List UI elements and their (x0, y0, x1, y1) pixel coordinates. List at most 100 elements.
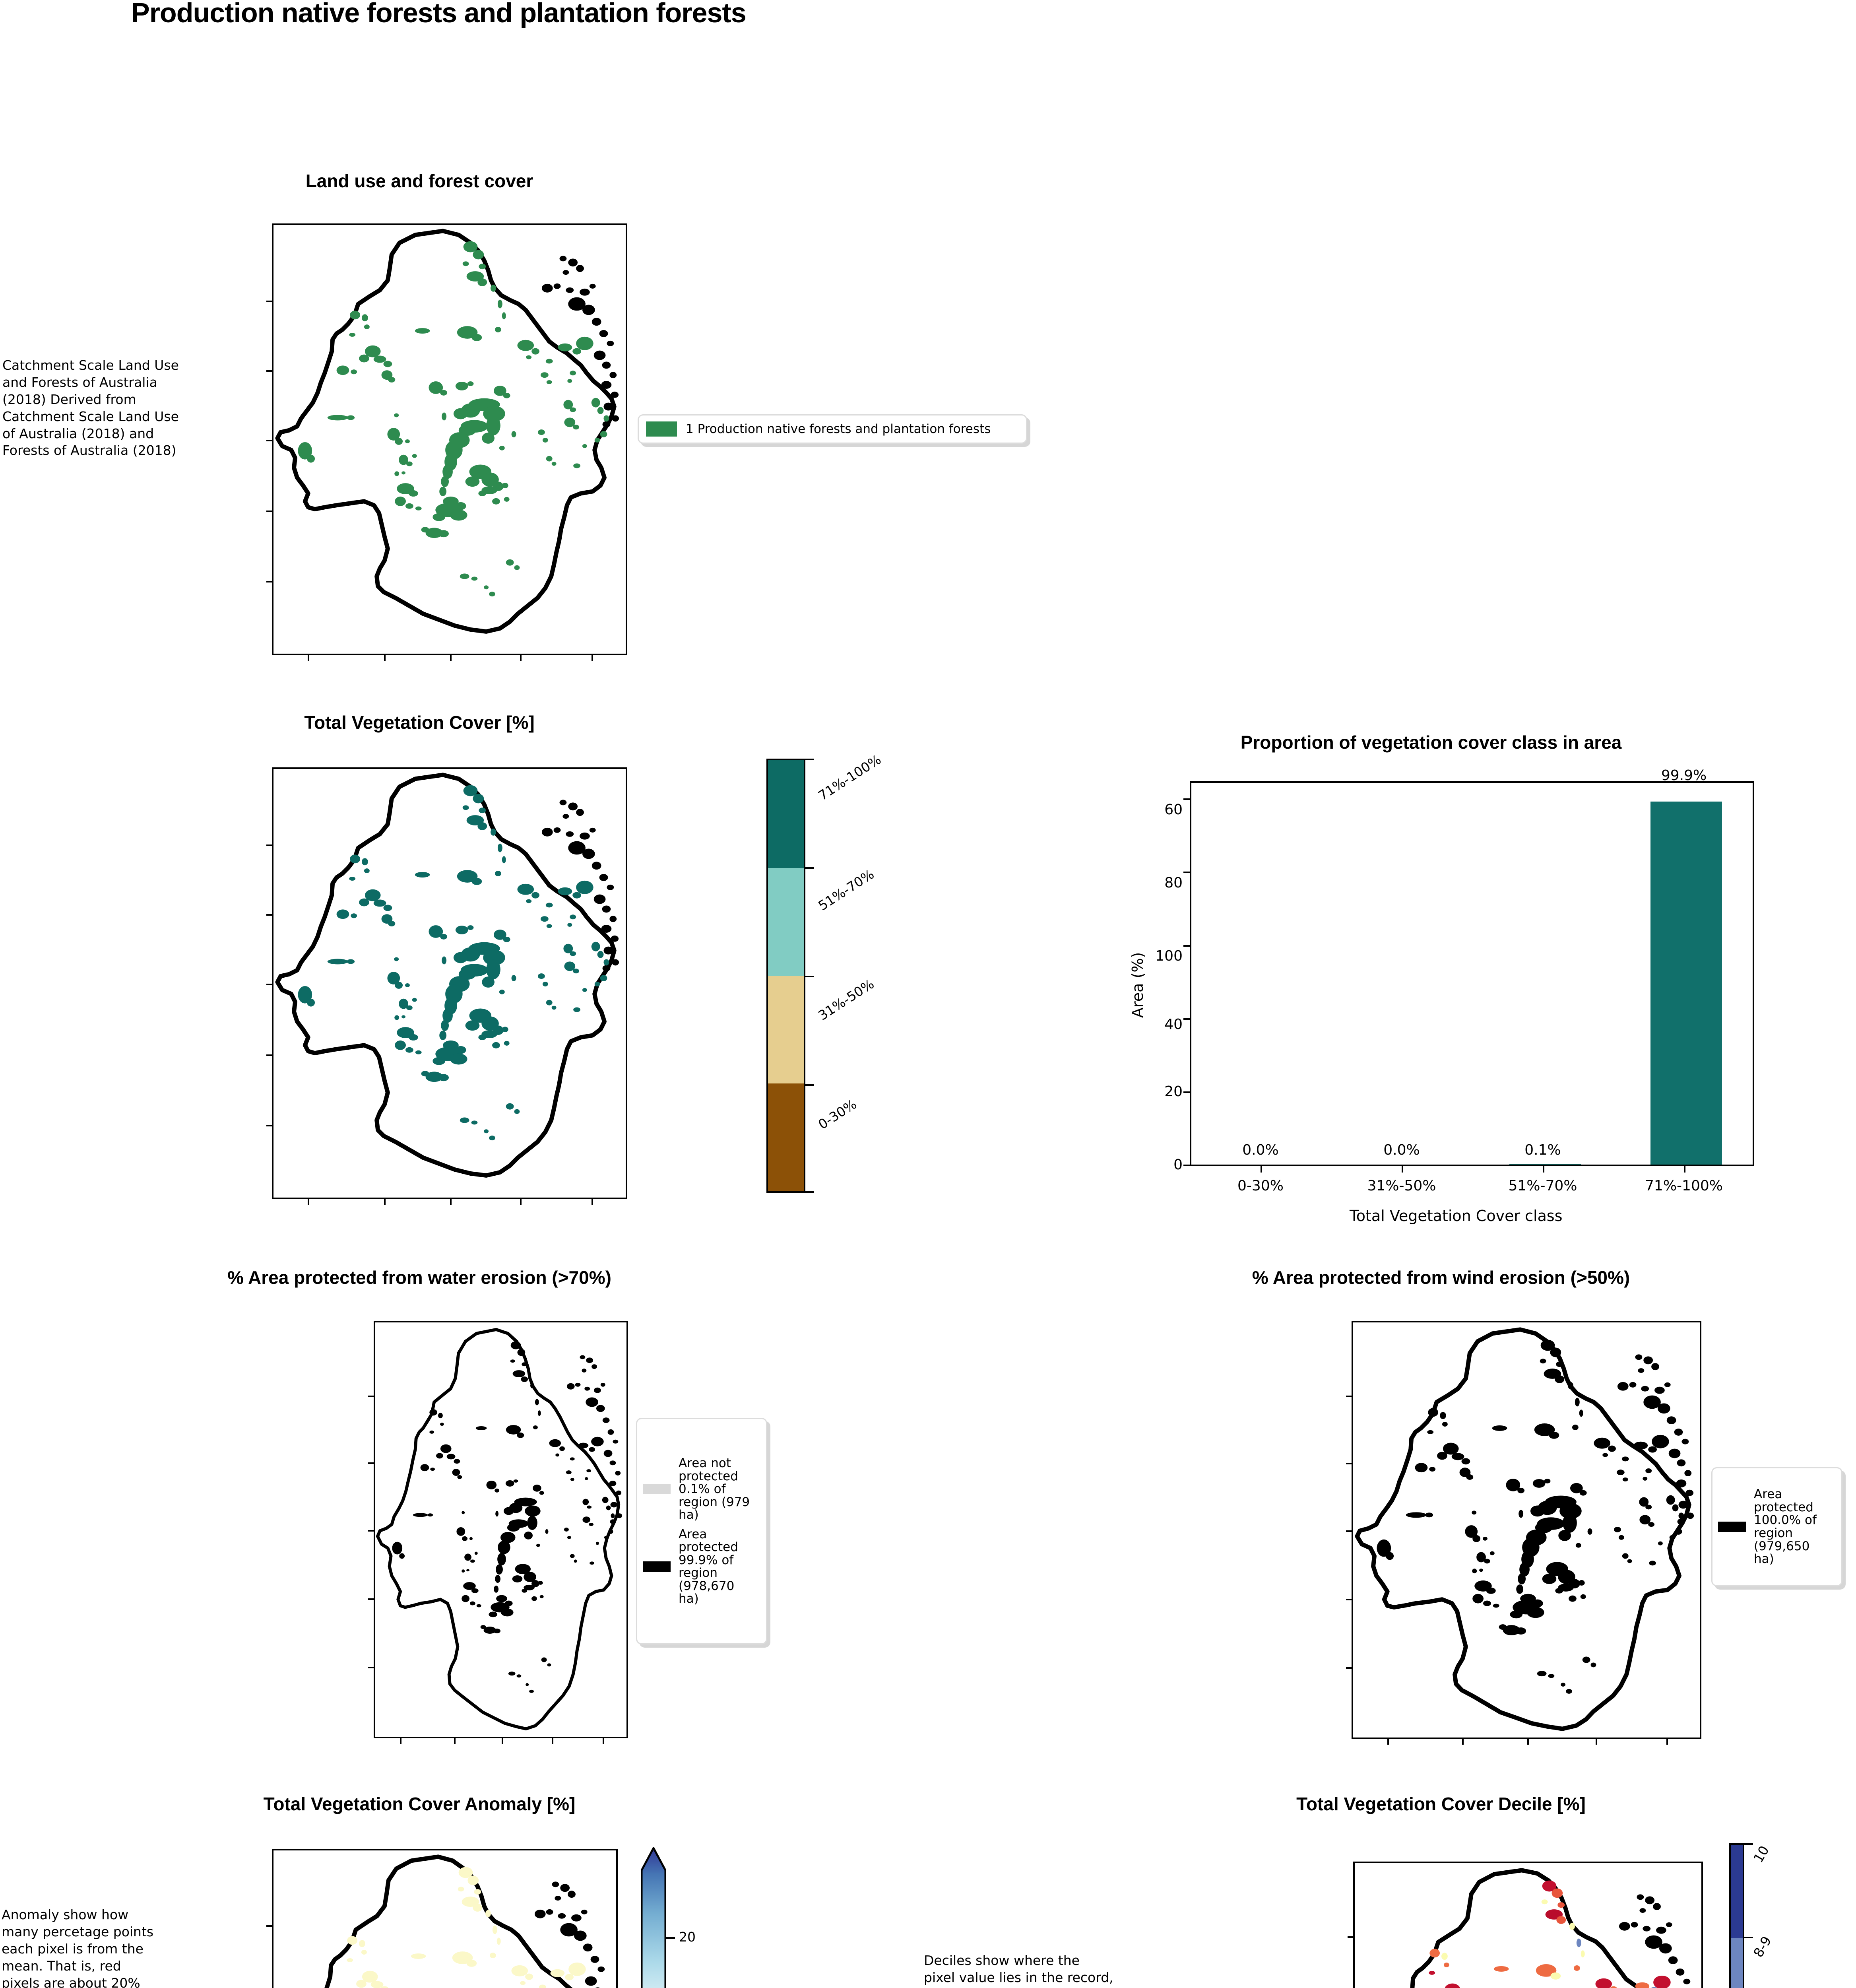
axis-tick (1387, 1738, 1389, 1745)
x-tick-0-30: 0-30% (1237, 1178, 1284, 1194)
y-tick-60: 60 (1164, 802, 1183, 818)
colorbar-label-0-30: 0-30% (815, 1096, 859, 1132)
colorbar-decile-label-8-9: 8-9 (1750, 1934, 1775, 1960)
map-veg-cover (266, 767, 627, 1205)
bar-chart-y-axis-label: Area (%) (1129, 952, 1146, 1018)
y-tick-100: 100 (1155, 948, 1183, 964)
anomaly-side-note: Anomaly show how many percetage points e… (2, 1907, 154, 1988)
colorbar-label-71-100: 71%-100% (815, 751, 884, 804)
axis-tick (384, 1198, 386, 1205)
y-tick-20: 20 (1164, 1083, 1183, 1100)
legend-swatch-production-forest (646, 421, 677, 437)
axis-tick (266, 1054, 273, 1056)
legend-swatch-area-protected-wind (1718, 1522, 1746, 1532)
axis-tick (1462, 1738, 1464, 1745)
legend-label-production-forest: 1 Production native forests and plantati… (686, 421, 991, 436)
x-tick-51-70: 51%-70% (1508, 1178, 1577, 1194)
colorbar-seg-71-100 (768, 760, 804, 868)
axis-tick (603, 1737, 604, 1744)
bar-value-0-30: 0.0% (1242, 1142, 1279, 1158)
axis-tick (266, 301, 273, 302)
axis-tick (384, 654, 386, 661)
axis-tick (368, 1667, 375, 1668)
bar-51-70 (1509, 1164, 1581, 1165)
axis-tick (520, 1198, 522, 1205)
axis-tick (400, 1737, 401, 1744)
colorbar-decile (1729, 1843, 1744, 1988)
bar-value-51-70: 0.1% (1524, 1142, 1561, 1158)
axis-tick (308, 1198, 309, 1205)
axis-tick (450, 1198, 452, 1205)
colorbar-decile-label-10: 10 (1750, 1843, 1772, 1866)
colorbar-seg-31-50 (768, 976, 804, 1083)
y-tick-80: 80 (1164, 875, 1183, 891)
axis-tick (266, 440, 273, 441)
axis-tick (266, 914, 273, 916)
axis-tick (368, 1530, 375, 1532)
panel-title-water-erosion: % Area protected from water erosion (>70… (227, 1267, 611, 1288)
legend-water-erosion: Area not protected 0.1% of region (979 h… (636, 1418, 767, 1644)
x-tick-31-50: 31%-50% (1367, 1178, 1436, 1194)
axis-tick (1346, 1667, 1353, 1669)
colorbar-veg-cover (766, 759, 805, 1193)
axis-tick (1596, 1738, 1597, 1745)
axis-tick (368, 1396, 375, 1397)
legend-swatch-area-not-protected (643, 1484, 671, 1495)
panel-title-anomaly: Total Vegetation Cover Anomaly [%] (263, 1794, 576, 1814)
bar-chart-x-axis-label: Total Vegetation Cover class (1350, 1207, 1563, 1225)
axis-tick (1346, 1463, 1353, 1464)
axis-tick (1346, 1599, 1353, 1600)
axis-tick (266, 370, 273, 372)
axis-tick (592, 654, 593, 661)
axis-tick (1346, 1530, 1353, 1532)
bar-chart-plot-area (1190, 781, 1754, 1166)
axis-tick (1346, 1396, 1353, 1397)
axis-tick (266, 581, 273, 582)
axis-tick (266, 984, 273, 985)
legend-label-area-protected: Area protected 99.9% of region (978,670 … (679, 1527, 738, 1606)
colorbar-seg-0-30 (768, 1083, 804, 1191)
axis-tick (520, 654, 522, 661)
y-tick-0: 0 (1173, 1157, 1183, 1173)
axis-tick (1527, 1738, 1529, 1745)
colorbar-seg-decile-10 (1731, 1845, 1743, 1938)
land-use-side-note: Catchment Scale Land Use and Forests of … (2, 357, 179, 458)
axis-tick (454, 1737, 456, 1744)
colorbar-seg-decile-8-9 (1731, 1938, 1743, 1988)
axis-tick (502, 1737, 503, 1744)
axis-tick (592, 1198, 593, 1205)
legend-wind-erosion: Area protected 100.0% of region (979,650… (1711, 1467, 1842, 1586)
axis-tick (450, 654, 452, 661)
axis-tick (368, 1462, 375, 1464)
legend-land-use: 1 Production native forests and plantati… (638, 414, 1027, 444)
map-water-erosion (368, 1321, 628, 1744)
map-anomaly (266, 1849, 618, 1988)
bar-value-71-100: 99.9% (1661, 767, 1707, 784)
axis-tick (266, 1125, 273, 1126)
legend-label-area-protected-wind: Area protected 100.0% of region (979,650… (1754, 1487, 1817, 1567)
colorbar-label-31-50: 31%-50% (815, 976, 877, 1023)
map-decile (1348, 1862, 1703, 1988)
legend-swatch-area-protected (643, 1561, 671, 1572)
axis-tick (266, 511, 273, 512)
legend-label-area-not-protected: Area not protected 0.1% of region (979 h… (679, 1456, 750, 1522)
bar-value-31-50: 0.0% (1383, 1142, 1420, 1158)
axis-tick (552, 1737, 553, 1744)
axis-tick (266, 845, 273, 846)
axis-tick (266, 1925, 273, 1927)
colorbar-seg-51-70 (768, 868, 804, 976)
colorbar-anomaly-label-20: 20 (679, 1929, 696, 1945)
y-tick-40: 40 (1164, 1016, 1183, 1033)
axis-tick (1348, 1936, 1355, 1938)
x-tick-71-100: 71%-100% (1645, 1178, 1723, 1194)
axis-tick (368, 1598, 375, 1600)
decile-side-note: Deciles show where the pixel value lies … (924, 1953, 1113, 1988)
panel-title-wind-erosion: % Area protected from wind erosion (>50%… (1252, 1267, 1630, 1288)
page-title: Production native forests and plantation… (131, 0, 747, 28)
panel-title-bar-chart: Proportion of vegetation cover class in … (1240, 732, 1622, 753)
bar-71-100 (1650, 802, 1722, 1165)
axis-tick (1666, 1738, 1668, 1745)
axis-tick (308, 654, 309, 661)
map-wind-erosion (1346, 1321, 1701, 1745)
colorbar-anomaly (641, 1847, 666, 1988)
